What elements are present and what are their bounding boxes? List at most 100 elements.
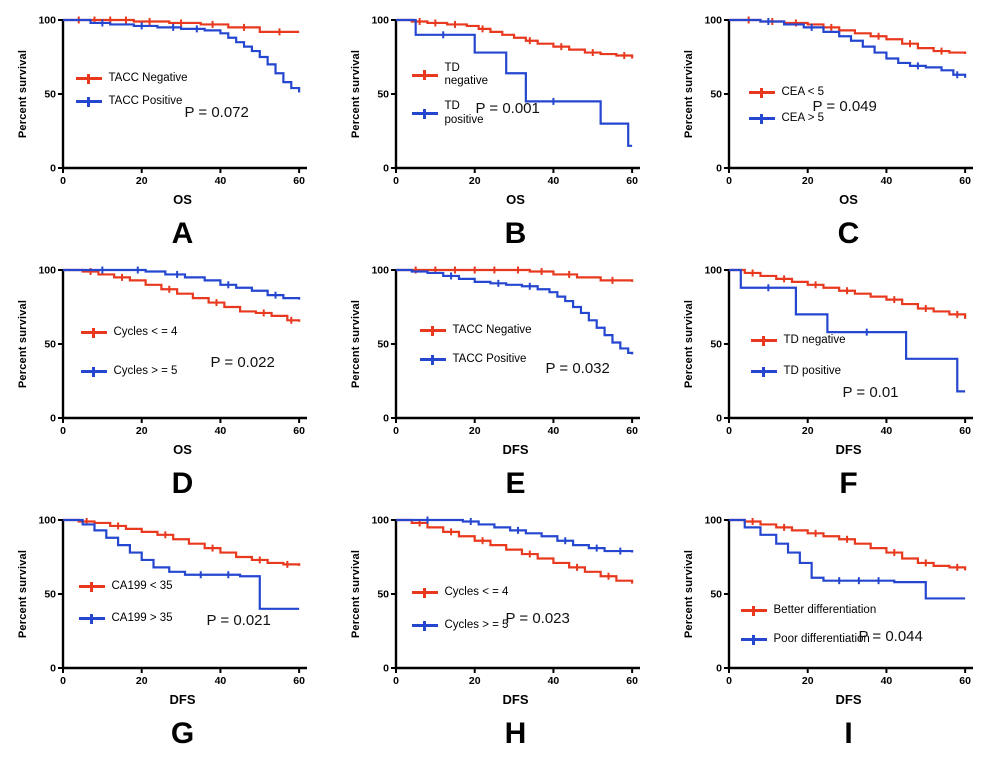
svg-text:0: 0 (60, 175, 66, 187)
plot-area-c: Percent survival 0 50 100 0 20 40 60 CEA < 5 C… (683, 12, 983, 194)
legend-label: TACC Negative (452, 324, 532, 336)
svg-text:60: 60 (626, 175, 638, 187)
survival-chart-i: 0 50 100 0 20 40 60 (704, 515, 973, 687)
p-value: P = 0.049 (812, 98, 877, 115)
svg-text:40: 40 (214, 175, 226, 187)
blue-curve-key-icon (748, 113, 775, 124)
legend-label: TACC Positive (108, 95, 183, 108)
legend-entry: Better differentiation (740, 604, 877, 617)
svg-text:40: 40 (880, 425, 892, 437)
legend-entry: CEA > 5 (748, 112, 824, 125)
red-curve-key-icon (419, 325, 446, 336)
red-curve-key-icon (411, 587, 438, 598)
svg-text:0: 0 (60, 425, 66, 437)
legend-label: Poor differentiation (773, 633, 870, 646)
svg-text:0: 0 (716, 413, 722, 425)
svg-text:0: 0 (383, 413, 389, 425)
x-axis-title: OS (839, 192, 858, 207)
svg-text:20: 20 (135, 675, 147, 687)
legend-entry: TD negative (750, 334, 846, 347)
panel-letter: G (170, 717, 195, 750)
legend-entry: TD positive (750, 365, 846, 378)
panel-letter: E (505, 467, 526, 500)
panel-a: Percent survival 0 50 100 0 20 40 60 TACC Nega… (0, 12, 333, 262)
plot-area-f: Percent survival 0 50 100 0 20 40 60 TD negati… (683, 262, 983, 444)
plot-area-a: Percent survival 0 50 100 0 20 40 60 TACC Nega… (17, 12, 317, 194)
panel-h: Percent survival 0 50 100 0 20 40 60 Cycles < … (333, 512, 666, 762)
panel-g: Percent survival 0 50 100 0 20 40 60 CA199 < 3… (0, 512, 333, 762)
svg-text:60: 60 (626, 675, 638, 687)
svg-text:0: 0 (383, 163, 389, 175)
blue-curve-key-icon (419, 354, 446, 365)
svg-text:50: 50 (710, 589, 722, 601)
survival-chart-d: 0 50 100 0 20 40 60 (38, 265, 307, 437)
svg-text:50: 50 (710, 339, 722, 351)
svg-text:50: 50 (377, 89, 389, 101)
y-axis-title: Percent survival (16, 549, 29, 639)
survival-chart-h: 0 50 100 0 20 40 60 (371, 515, 640, 687)
legend-entry: Poor differentiation (740, 633, 877, 646)
blue-curve-key-icon (411, 620, 438, 631)
svg-text:50: 50 (44, 89, 56, 101)
legend-entry: TACC Negative (419, 324, 532, 337)
legend-entry: CEA < 5 (748, 86, 825, 99)
svg-text:100: 100 (371, 265, 389, 277)
panel-c: Percent survival 0 50 100 0 20 40 60 CEA < 5 C… (666, 12, 999, 262)
svg-text:50: 50 (377, 339, 389, 351)
panel-b: Percent survival 0 50 100 0 20 40 60 TD negati… (333, 12, 666, 262)
legend: CEA < 5 CEA > 5 (748, 86, 825, 125)
legend-entry: TACC Positive (75, 95, 188, 108)
y-axis-title: Percent survival (682, 49, 695, 139)
x-axis-title: OS (173, 192, 192, 207)
svg-text:40: 40 (547, 675, 559, 687)
svg-text:20: 20 (801, 675, 813, 687)
blue-curve-key-icon (740, 634, 767, 645)
svg-text:40: 40 (547, 175, 559, 187)
legend-label: Cycles < = 4 (113, 326, 178, 338)
legend-entry: TACC Negative (75, 72, 188, 85)
legend-label: Cycles < = 4 (444, 586, 509, 598)
legend: TACC Negative TACC Positive (75, 72, 188, 108)
y-axis-title: Percent survival (349, 549, 362, 639)
x-axis-title: DFS (502, 442, 529, 457)
x-axis-title: OS (506, 192, 525, 207)
blue-curve-key-icon (75, 96, 102, 107)
svg-text:40: 40 (880, 675, 892, 687)
red-curve-key-icon (78, 581, 105, 592)
svg-text:0: 0 (50, 163, 56, 175)
p-value: P = 0.01 (842, 384, 899, 401)
svg-text:40: 40 (880, 175, 892, 187)
plot-area-e: Percent survival 0 50 100 0 20 40 60 TACC Nega… (350, 262, 650, 444)
survival-chart-g: 0 50 100 0 20 40 60 (38, 515, 307, 687)
red-curve-key-icon (748, 87, 775, 98)
legend-label: Better differentiation (773, 604, 877, 616)
legend: Cycles < = 4 Cycles > = 5 (80, 326, 178, 378)
svg-text:100: 100 (371, 515, 389, 527)
blue-curve-key-icon (78, 613, 105, 624)
x-axis-title: DFS (835, 442, 862, 457)
p-value: P = 0.023 (505, 610, 570, 627)
plot-area-b: Percent survival 0 50 100 0 20 40 60 TD negati… (350, 12, 650, 194)
svg-text:60: 60 (959, 425, 971, 437)
svg-text:60: 60 (626, 425, 638, 437)
legend-entry: TD positive (411, 100, 495, 126)
svg-text:60: 60 (959, 675, 971, 687)
legend-label: CA199 < 35 (111, 580, 173, 592)
panel-letter: A (171, 217, 194, 250)
panel-e: Percent survival 0 50 100 0 20 40 60 TACC Nega… (333, 262, 666, 512)
svg-text:100: 100 (38, 265, 56, 277)
p-value: P = 0.032 (545, 360, 610, 377)
blue-curve-key-icon (411, 108, 438, 119)
legend-entry: Cycles < = 4 (411, 586, 509, 599)
red-curve-key-icon (80, 327, 107, 338)
legend: TD negative TD positive (411, 62, 495, 127)
red-curve-key-icon (750, 335, 777, 346)
svg-text:40: 40 (547, 425, 559, 437)
legend-label: CEA < 5 (781, 86, 825, 98)
red-curve-key-icon (75, 73, 102, 84)
svg-text:0: 0 (50, 663, 56, 675)
y-axis-title: Percent survival (349, 299, 362, 389)
svg-text:20: 20 (801, 425, 813, 437)
y-axis-title: Percent survival (16, 49, 29, 139)
legend: Better differentiation Poor differentiat… (740, 604, 877, 646)
